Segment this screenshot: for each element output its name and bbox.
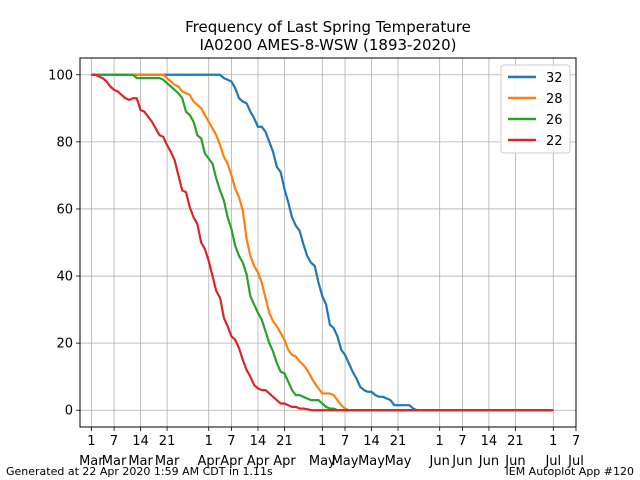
x-tick-month: Apr bbox=[197, 454, 220, 469]
x-tick-day: 7 bbox=[341, 434, 349, 449]
y-axis: 0 20 40 60 80 100 bbox=[48, 68, 80, 419]
footer-app: IEM Autoplot App #120 bbox=[505, 465, 635, 478]
x-tick-month: Mar bbox=[102, 454, 127, 469]
x-tick-month: May bbox=[332, 454, 359, 469]
x-tick-day: 1 bbox=[318, 434, 326, 449]
plot-frame bbox=[79, 57, 577, 428]
series-line-28 bbox=[91, 73, 554, 412]
x-tick-day: 7 bbox=[572, 434, 580, 449]
x-tick-month: Apr bbox=[220, 454, 243, 469]
x-tick-month: Mar bbox=[79, 454, 104, 469]
y-tick-label: 20 bbox=[56, 337, 73, 352]
y-tick-label: 100 bbox=[48, 68, 73, 83]
x-tick-month: Jul bbox=[567, 454, 584, 469]
x-tick-month: Jun bbox=[429, 454, 450, 469]
x-tick-day: 21 bbox=[276, 434, 293, 449]
x-tick-day: 1 bbox=[549, 434, 557, 449]
x-tick-month: Jun bbox=[504, 454, 525, 469]
x-tick-day: 7 bbox=[227, 434, 235, 449]
x-axis: 1 Mar 7 Mar 14 Mar 21 Mar 1 Apr 7 Apr 14 Apr 21 Apr 1 May… bbox=[79, 427, 584, 469]
y-tick-label: 60 bbox=[56, 202, 73, 217]
x-tick-month: May bbox=[309, 454, 336, 469]
x-tick-day: 14 bbox=[481, 434, 498, 449]
x-tick-day: 1 bbox=[436, 434, 444, 449]
x-tick-month: Jun bbox=[451, 454, 472, 469]
x-tick-month: Apr bbox=[247, 454, 270, 469]
x-tick-month: Jun bbox=[478, 454, 499, 469]
y-tick-label: 0 bbox=[65, 404, 73, 419]
x-tick-day: 14 bbox=[363, 434, 380, 449]
legend-label-32: 32 bbox=[546, 71, 563, 86]
x-tick-day: 7 bbox=[458, 434, 466, 449]
x-tick-month: May bbox=[385, 454, 412, 469]
legend-label-22: 22 bbox=[546, 134, 563, 149]
y-tick-label: 40 bbox=[56, 270, 73, 285]
x-tick-month: Mar bbox=[155, 454, 180, 469]
chart-title: Frequency of Last Spring Temperature bbox=[185, 18, 471, 36]
series-line-22 bbox=[91, 73, 554, 412]
x-tick-day: 14 bbox=[132, 434, 149, 449]
legend-label-26: 26 bbox=[546, 113, 563, 128]
x-tick-month: Mar bbox=[128, 454, 153, 469]
legend-label-28: 28 bbox=[546, 92, 563, 107]
x-tick-day: 21 bbox=[159, 434, 176, 449]
x-tick-day: 1 bbox=[205, 434, 213, 449]
series-line-26 bbox=[91, 73, 554, 412]
x-tick-month: Apr bbox=[273, 454, 296, 469]
x-tick-day: 14 bbox=[250, 434, 267, 449]
series-lines bbox=[91, 73, 554, 412]
x-tick-day: 21 bbox=[507, 434, 524, 449]
x-tick-month: May bbox=[358, 454, 385, 469]
legend: 32 28 26 22 bbox=[500, 64, 571, 154]
x-tick-day: 7 bbox=[110, 434, 118, 449]
legend-box bbox=[500, 64, 571, 154]
x-tick-day: 1 bbox=[87, 434, 95, 449]
x-tick-day: 21 bbox=[390, 434, 407, 449]
x-tick-month: Jul bbox=[544, 454, 561, 469]
footer-generated: Generated at 22 Apr 2020 1:59 AM CDT in … bbox=[6, 465, 273, 478]
series-line-32 bbox=[91, 73, 554, 412]
y-tick-label: 80 bbox=[56, 135, 73, 150]
chart-subtitle: IA0200 AMES-8-WSW (1893-2020) bbox=[199, 36, 456, 54]
